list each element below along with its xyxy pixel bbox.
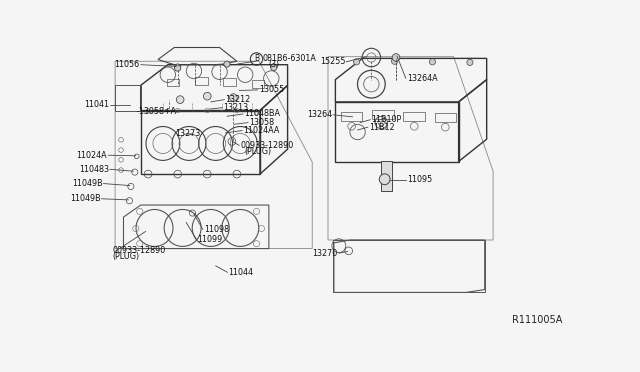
Bar [435,113,456,122]
Text: 15255: 15255 [320,57,345,66]
Text: -13058+A: -13058+A [137,107,177,116]
Bar [372,110,394,119]
Text: B: B [254,54,259,64]
Text: 11098: 11098 [204,225,229,234]
Text: 13058: 13058 [249,118,275,127]
Text: 11099: 11099 [197,235,223,244]
Text: 13270: 13270 [312,248,338,258]
Circle shape [271,64,277,71]
Bar [381,161,392,191]
Circle shape [392,58,397,64]
Text: 11095: 11095 [407,175,432,185]
Text: 00933-12890: 00933-12890 [240,141,294,150]
Circle shape [429,59,436,65]
Circle shape [175,64,180,70]
Text: (3): (3) [268,60,279,69]
Text: 11056: 11056 [115,60,140,69]
Bar [341,112,362,121]
Text: 081B6-6301A: 081B6-6301A [263,54,317,64]
Text: 11049B: 11049B [72,179,102,188]
Text: 13273: 13273 [175,129,200,138]
Text: 11024A: 11024A [77,151,108,160]
Text: 13213: 13213 [223,103,249,112]
Circle shape [175,65,180,71]
Text: 13055: 13055 [259,86,284,94]
Bar [195,77,207,85]
Text: (PLUG): (PLUG) [244,147,271,156]
Text: 11B10P: 11B10P [371,115,402,124]
Text: 110483: 110483 [79,165,109,174]
Text: 11049B: 11049B [70,194,100,203]
Circle shape [224,61,230,67]
Circle shape [392,54,400,61]
Bar [223,78,236,86]
Text: (PLUG): (PLUG) [112,251,140,260]
Text: 13264: 13264 [307,110,332,119]
Text: 11B12: 11B12 [369,123,394,132]
Text: 00933-12890: 00933-12890 [112,246,165,255]
Bar [252,80,264,88]
Bar [403,112,425,121]
Circle shape [467,59,473,65]
Bar [166,78,179,86]
Circle shape [230,94,237,102]
Text: 13212: 13212 [225,95,251,104]
Circle shape [176,96,184,103]
Text: 11024AA: 11024AA [243,126,280,135]
Circle shape [204,92,211,100]
Circle shape [353,59,360,65]
Text: R111005A: R111005A [512,315,562,325]
Circle shape [380,174,390,185]
Text: 11044: 11044 [228,268,253,277]
Text: 13264A: 13264A [407,74,438,83]
Text: 11041: 11041 [84,100,109,109]
Text: 11048BA: 11048BA [244,109,280,118]
